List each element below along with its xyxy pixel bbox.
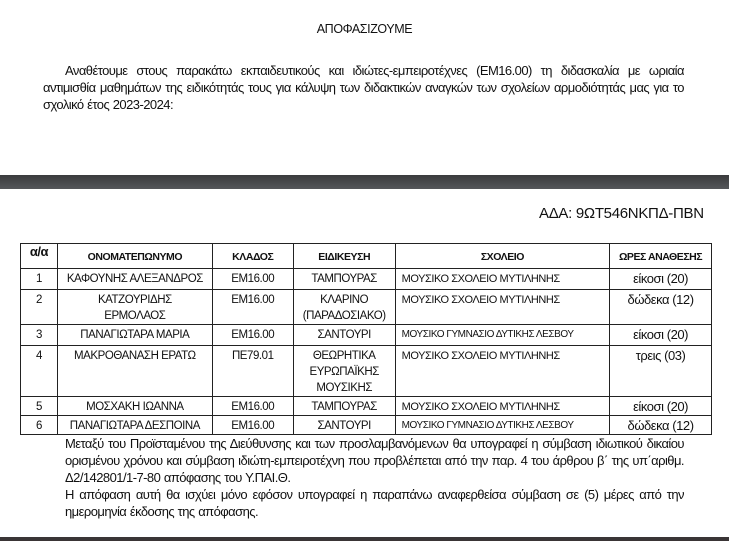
table-cell: δώδεκα (12) bbox=[609, 289, 712, 325]
table-cell: ΕΜ16.00 bbox=[211, 289, 294, 325]
assignment-table: α/α ΟΝΟΜΑΤΕΠΩΝΥΜΟ ΚΛΑΔΟΣ ΕΙΔΙΚΕΥΣΗ ΣΧΟΛΕΙΟ ΩΡ… bbox=[20, 243, 712, 435]
table-cell: ΠΑΝΑΓΙΩΤΑΡΑ ΜΑΡΙΑ bbox=[56, 324, 213, 346]
page-bottom-edge bbox=[0, 537, 729, 541]
table-row: 3 ΠΑΝΑΓΙΩΤΑΡΑ ΜΑΡΙΑ ΕΜ16.00 ΣΑΝΤΟΥΡΙ ΜΟΥΣΙΚΟ… bbox=[20, 324, 712, 346]
ada-code: ΑΔΑ: 9ΩΤ546ΝΚΠΔ-ΠΒΝ bbox=[539, 205, 704, 222]
table-cell: 6 bbox=[20, 415, 58, 435]
table-cell: 1 bbox=[20, 268, 58, 290]
table-cell: ΣΑΝΤΟΥΡΙ bbox=[292, 415, 396, 435]
table-header-row: α/α ΟΝΟΜΑΤΕΠΩΝΥΜΟ ΚΛΑΔΟΣ ΕΙΔΙΚΕΥΣΗ ΣΧΟΛΕΙΟ ΩΡ… bbox=[20, 243, 712, 269]
table-row: 4 ΜΑΚΡΟΘΑΝΑΣΗ ΕΡΑΤΩ ΠΕ79.01 ΘΕΩΡΗΤΙΚΑ ΕΥΡΩΠ… bbox=[20, 345, 712, 397]
validity-text: Η απόφαση αυτή θα ισχύει μόνο εφόσον υπο… bbox=[65, 487, 685, 519]
table-cell: ΜΟΥΣΙΚΟ ΣΧΟΛΕΙΟ ΜΥΤΙΛΗΝΗΣ bbox=[394, 289, 611, 325]
table-row: 1 ΚΑΦΟΥΝΗΣ ΑΛΕΞΑΝΔΡΟΣ ΕΜ16.00 ΤΑΜΠΟΥΡΑΣ ΜΟΥΣ… bbox=[20, 268, 712, 290]
table-cell: ΜΟΥΣΙΚΟ ΣΧΟΛΕΙΟ ΜΥΤΙΛΗΝΗΣ bbox=[394, 396, 611, 416]
intro-paragraph: Αναθέτουμε στους παρακάτω εκπαιδευτικούς… bbox=[43, 62, 685, 113]
table-cell: ΤΑΜΠΟΥΡΑΣ bbox=[292, 396, 396, 416]
column-header: ΩΡΕΣ ΑΝΑΘΕΣΗΣ bbox=[609, 243, 712, 269]
table-cell: ΕΜ16.00 bbox=[211, 268, 294, 290]
table-row: 2 ΚΑΤΖΟΥΡΙΔΗΣ ΕΡΜΟΛΑΟΣ ΕΜ16.00 ΚΛΑΡΙΝΟ (ΠΑΡ… bbox=[20, 289, 712, 325]
column-header: ΣΧΟΛΕΙΟ bbox=[394, 243, 611, 269]
column-header: ΕΙΔΙΚΕΥΣΗ bbox=[292, 243, 396, 269]
table-row: 6 ΠΑΝΑΓΙΩΤΑΡΑ ΔΕΣΠΟΙΝΑ ΕΜ16.00 ΣΑΝΤΟΥΡΙ ΜΟΥΣ… bbox=[20, 415, 712, 435]
table-cell: 3 bbox=[20, 324, 58, 346]
table-cell: ΕΜ16.00 bbox=[211, 324, 294, 346]
column-header: ΚΛΑΔΟΣ bbox=[211, 243, 294, 269]
table-cell: είκοσι (20) bbox=[609, 324, 712, 346]
table-cell: ΕΜ16.00 bbox=[211, 415, 294, 435]
table-cell: ΘΕΩΡΗΤΙΚΑ ΕΥΡΩΠΑΪΚΗΣ ΜΟΥΣΙΚΗΣ bbox=[292, 345, 396, 397]
column-header: α/α bbox=[20, 243, 58, 269]
table-cell: ΜΑΚΡΟΘΑΝΑΣΗ ΕΡΑΤΩ bbox=[56, 345, 213, 397]
table-cell: ΕΜ16.00 bbox=[211, 396, 294, 416]
table-cell: είκοσι (20) bbox=[609, 268, 712, 290]
table-cell: ΚΑΦΟΥΝΗΣ ΑΛΕΞΑΝΔΡΟΣ bbox=[56, 268, 213, 290]
table-cell: ΚΛΑΡΙΝΟ (ΠΑΡΑΔΟΣΙΑΚΟ) bbox=[292, 289, 396, 325]
intro-text: Αναθέτουμε στους παρακάτω εκπαιδευτικούς… bbox=[43, 63, 685, 112]
table-cell: ΠΕ79.01 bbox=[211, 345, 294, 397]
page-separator bbox=[0, 175, 729, 189]
table-cell: ΣΑΝΤΟΥΡΙ bbox=[292, 324, 396, 346]
table-cell: ΚΑΤΖΟΥΡΙΔΗΣ ΕΡΜΟΛΑΟΣ bbox=[56, 289, 213, 325]
table-cell: ΤΑΜΠΟΥΡΑΣ bbox=[292, 268, 396, 290]
table-cell: δώδεκα (12) bbox=[609, 415, 712, 435]
table-cell: 2 bbox=[20, 289, 58, 325]
table-cell: είκοσι (20) bbox=[609, 396, 712, 416]
table-cell: ΜΟΥΣΙΚΟ ΣΧΟΛΕΙΟ ΜΥΤΙΛΗΝΗΣ bbox=[394, 345, 611, 397]
table-cell: ΠΑΝΑΓΙΩΤΑΡΑ ΔΕΣΠΟΙΝΑ bbox=[56, 415, 213, 435]
table-cell: ΜΟΥΣΙΚΟ ΓΥΜΝΑΣΙΟ ΔΥΤΙΚΗΣ ΛΕΣΒΟΥ bbox=[394, 415, 611, 435]
table-cell: 4 bbox=[20, 345, 58, 397]
table-cell: τρεις (03) bbox=[609, 345, 712, 397]
table-cell: 5 bbox=[20, 396, 58, 416]
table-cell: ΜΟΥΣΙΚΟ ΣΧΟΛΕΙΟ ΜΥΤΙΛΗΝΗΣ bbox=[394, 268, 611, 290]
decision-heading: ΑΠΟΦΑΣΙΖΟΥΜΕ bbox=[316, 22, 413, 36]
column-header: ΟΝΟΜΑΤΕΠΩΝΥΜΟ bbox=[56, 243, 213, 269]
contract-text: Μεταξύ του Προϊσταμένου της Διεύθυνσης κ… bbox=[65, 436, 685, 485]
table-row: 5 ΜΟΣΧΑΚΗ ΙΩΑΝΝΑ ΕΜ16.00 ΤΑΜΠΟΥΡΑΣ ΜΟΥΣΙΚΟ Σ… bbox=[20, 396, 712, 416]
table-cell: ΜΟΣΧΑΚΗ ΙΩΑΝΝΑ bbox=[56, 396, 213, 416]
contract-paragraph: Μεταξύ του Προϊσταμένου της Διεύθυνσης κ… bbox=[43, 435, 685, 520]
table-cell: ΜΟΥΣΙΚΟ ΓΥΜΝΑΣΙΟ ΔΥΤΙΚΗΣ ΛΕΣΒΟΥ bbox=[394, 324, 611, 346]
